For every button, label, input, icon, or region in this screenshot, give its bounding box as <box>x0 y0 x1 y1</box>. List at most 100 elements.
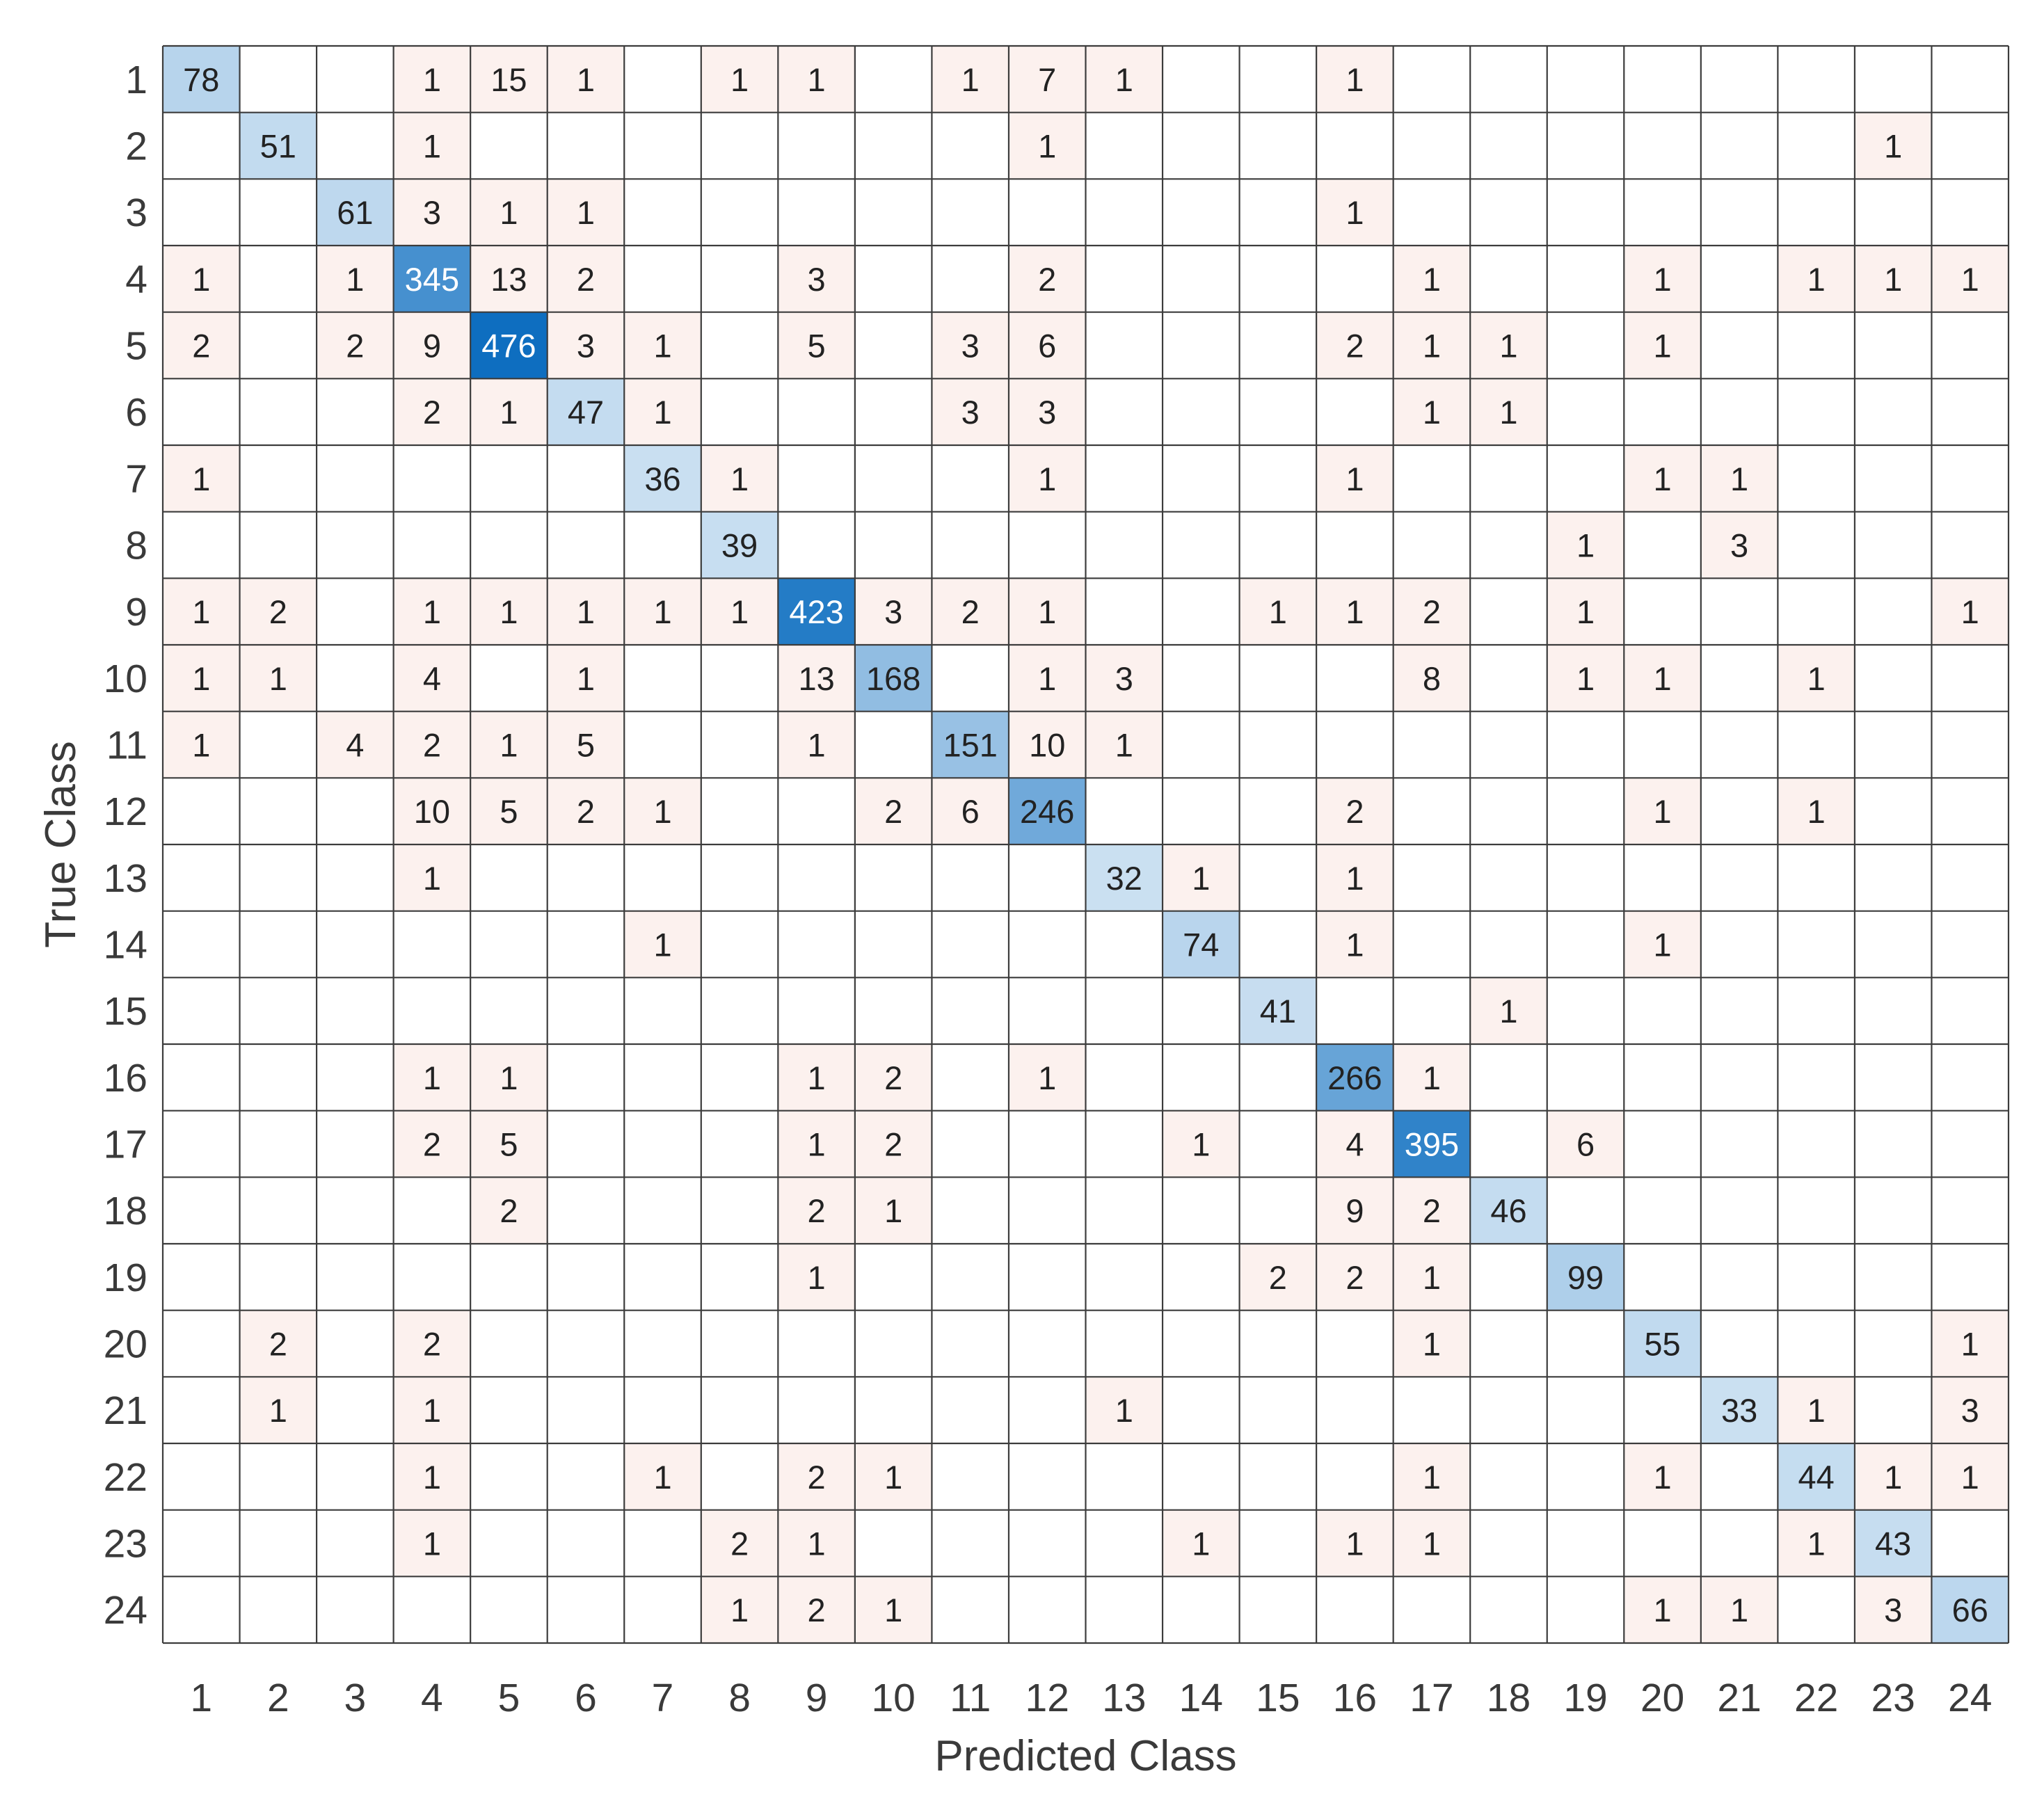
cell-value-label: 1 <box>1653 1592 1671 1628</box>
off-diagonal-cell <box>778 1177 855 1244</box>
cell-value-label: 3 <box>1730 527 1748 564</box>
off-diagonal-cell <box>1393 1177 1471 1244</box>
cell-value-label: 2 <box>577 261 595 298</box>
cell-value-label: 423 <box>789 593 843 630</box>
cell-value-label: 1 <box>808 1126 826 1163</box>
cell-value-label: 1 <box>269 1392 287 1429</box>
off-diagonal-cell <box>1700 1576 1778 1643</box>
cell-value-label: 1 <box>1423 328 1441 365</box>
cell-value-label: 151 <box>943 727 997 764</box>
cell-value-label: 5 <box>577 727 595 764</box>
cell-value-label: 1 <box>884 1192 902 1229</box>
cell-value-label: 6 <box>1576 1126 1595 1163</box>
cell-value-label: 55 <box>1644 1326 1680 1363</box>
x-tick-label: 13 <box>1102 1676 1146 1720</box>
cell-value-label: 1 <box>1653 261 1671 298</box>
off-diagonal-cell <box>239 1310 317 1377</box>
off-diagonal-cell <box>1778 1509 1855 1577</box>
diagonal-cell <box>701 511 779 579</box>
off-diagonal-cell <box>470 578 548 645</box>
y-tick-label: 1 <box>125 58 147 102</box>
y-tick-label: 16 <box>104 1056 147 1100</box>
cell-value-label: 2 <box>884 1126 902 1163</box>
cell-value-label: 1 <box>884 1459 902 1496</box>
off-diagonal-cell <box>470 246 548 312</box>
x-axis-label: Predicted Class <box>934 1732 1236 1780</box>
y-tick-label: 12 <box>104 790 147 834</box>
cell-value-label: 74 <box>1183 927 1219 963</box>
off-diagonal-cell <box>1008 246 1086 312</box>
off-diagonal-cell <box>1470 378 1547 445</box>
off-diagonal-cell <box>1316 1244 1394 1311</box>
off-diagonal-cell <box>778 1244 855 1311</box>
off-diagonal-cell <box>1854 1443 1932 1510</box>
x-tick-label: 19 <box>1563 1676 1607 1720</box>
matrix-cells <box>163 46 2009 1643</box>
y-tick-label: 4 <box>125 257 147 302</box>
cell-value-label: 2 <box>1346 1259 1364 1296</box>
cell-value-label: 1 <box>1807 1525 1826 1562</box>
cell-value-label: 1 <box>1653 927 1671 963</box>
x-tick-label: 4 <box>421 1676 443 1720</box>
off-diagonal-cell <box>1008 711 1086 778</box>
diagonal-cell <box>1778 1443 1855 1510</box>
cell-value-label: 2 <box>346 328 364 365</box>
cell-value-label: 1 <box>1346 194 1364 231</box>
off-diagonal-cell <box>1393 312 1471 379</box>
off-diagonal-cell <box>1008 46 1086 113</box>
cell-value-label: 1 <box>1038 1059 1056 1096</box>
x-tick-label: 3 <box>344 1676 367 1720</box>
y-tick-label: 8 <box>125 524 147 568</box>
off-diagonal-cell <box>1316 445 1394 512</box>
cell-value-label: 1 <box>192 460 210 497</box>
x-tick-label: 9 <box>806 1676 828 1720</box>
cell-value-label: 33 <box>1721 1392 1757 1429</box>
off-diagonal-cell <box>1008 445 1086 512</box>
cell-value-label: 1 <box>192 660 210 697</box>
off-diagonal-cell <box>393 378 471 445</box>
off-diagonal-cell <box>393 1509 471 1577</box>
off-diagonal-cell <box>1931 578 2009 645</box>
off-diagonal-cell <box>547 246 625 312</box>
y-tick-label: 13 <box>104 856 147 901</box>
diagonal-cell <box>1547 1244 1624 1311</box>
off-diagonal-cell <box>1547 578 1624 645</box>
off-diagonal-cell <box>1624 312 1701 379</box>
diagonal-cell <box>470 312 548 379</box>
off-diagonal-cell <box>470 46 548 113</box>
off-diagonal-cell <box>1316 778 1394 844</box>
cell-value-label: 1 <box>1653 660 1671 697</box>
off-diagonal-cell <box>393 312 471 379</box>
cell-value-label: 1 <box>1961 1326 1979 1363</box>
cell-value-label: 66 <box>1952 1592 1988 1628</box>
cell-value-label: 2 <box>1346 793 1364 830</box>
y-tick-label: 20 <box>104 1322 147 1367</box>
diagonal-cell <box>1163 911 1240 978</box>
y-tick-label: 17 <box>104 1123 147 1167</box>
cell-value-label: 1 <box>1884 128 1902 165</box>
cell-value-label: 2 <box>423 727 441 764</box>
cell-value-label: 1 <box>653 328 671 365</box>
off-diagonal-cell <box>1316 46 1394 113</box>
diagonal-cell <box>547 378 625 445</box>
cell-value-label: 1 <box>1346 61 1364 98</box>
off-diagonal-cell <box>624 312 701 379</box>
cell-value-label: 13 <box>798 660 834 697</box>
off-diagonal-cell <box>1624 645 1701 712</box>
off-diagonal-cell <box>163 578 240 645</box>
cell-value-label: 395 <box>1405 1126 1459 1163</box>
off-diagonal-cell <box>778 46 855 113</box>
off-diagonal-cell <box>547 578 625 645</box>
cell-value-label: 1 <box>423 1525 441 1562</box>
off-diagonal-cell <box>393 711 471 778</box>
cell-value-label: 1 <box>1653 460 1671 497</box>
off-diagonal-cell <box>932 378 1009 445</box>
off-diagonal-cell <box>1393 1509 1471 1577</box>
cell-value-label: 47 <box>568 394 604 431</box>
cell-value-label: 1 <box>500 394 518 431</box>
off-diagonal-cell <box>1008 645 1086 712</box>
off-diagonal-cell <box>932 312 1009 379</box>
off-diagonal-cell <box>470 179 548 246</box>
off-diagonal-cell <box>854 578 932 645</box>
